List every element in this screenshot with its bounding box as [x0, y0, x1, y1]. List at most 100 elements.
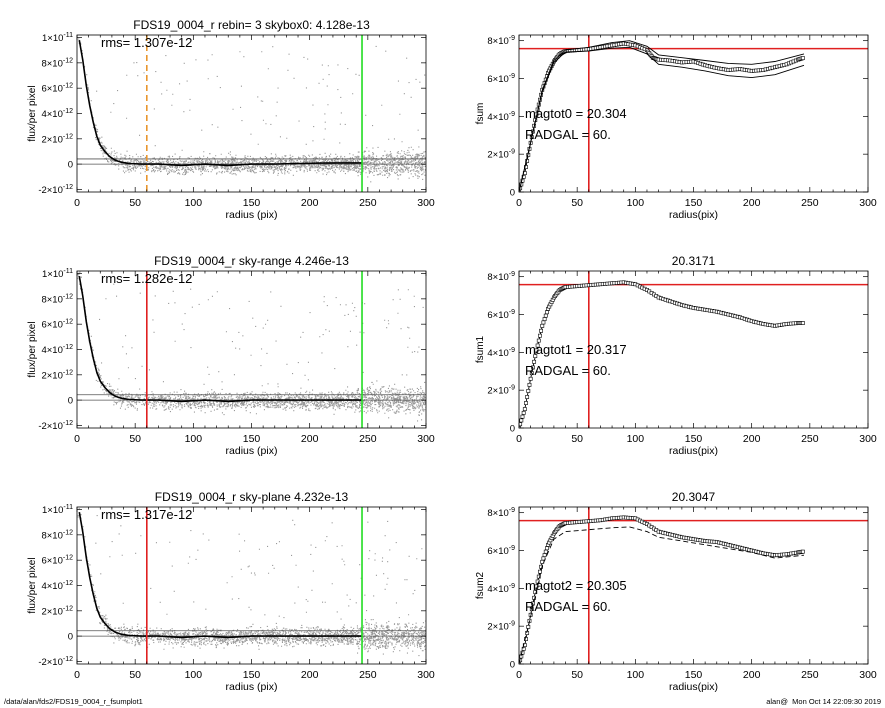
- panel-title: FDS19_0004_r sky-plane 4.232e-13: [155, 490, 349, 504]
- y-tick-label: 4×10-9: [487, 347, 515, 359]
- data-marker: [529, 607, 534, 612]
- x-tick-label: 100: [185, 197, 203, 209]
- data-marker: [521, 410, 526, 415]
- y-tick-label: 8×10-12: [41, 529, 73, 541]
- x-tick-label: 100: [185, 433, 203, 445]
- panel-2: magtot0 = 20.304 RADGAL = 60. 0 50 100 150 200…: [475, 34, 877, 221]
- panel-5: rms= 1.317e-12 0 50 100 150 200 250 300 1×10-11 8…: [27, 490, 435, 693]
- annotation-1: magtot2 = 20.305: [525, 578, 627, 593]
- y-tick-label: -2×10-12: [38, 656, 73, 668]
- data-marker: [538, 569, 542, 574]
- y-tick-label: 2×10-9: [487, 385, 515, 397]
- footer-timestamp: alan@ Mon Oct 14 22:09:30 2019: [766, 697, 881, 706]
- x-tick-label: 250: [359, 197, 377, 209]
- x-tick-label: 0: [516, 669, 522, 681]
- profile-line: [78, 511, 362, 639]
- rms-annotation: rms= 1.317e-12: [101, 507, 192, 522]
- data-marker: [535, 343, 540, 348]
- x-axis-label: radius (pix): [226, 209, 278, 221]
- y-tick-label: 0: [510, 188, 515, 199]
- x-tick-label: 250: [359, 669, 377, 681]
- x-tick-label: 250: [801, 669, 819, 681]
- x-tick-label: 250: [359, 433, 377, 445]
- data-marker: [545, 310, 549, 315]
- data-marker: [534, 584, 539, 589]
- x-tick-label: 150: [243, 197, 261, 209]
- panel-title: FDS19_0004_r rebin= 3 skybox0: 4.128e-13: [133, 18, 370, 32]
- data-marker: [800, 56, 805, 60]
- y-tick-label: 8×10-12: [41, 293, 73, 305]
- data-marker: [533, 590, 538, 595]
- x-tick-label: 100: [185, 669, 203, 681]
- data-marker: [527, 382, 532, 387]
- y-tick-label: 6×10-12: [41, 319, 73, 331]
- data-marker: [543, 313, 548, 318]
- series-line-3: [519, 46, 805, 192]
- x-axis-label: radius(pix): [669, 445, 718, 457]
- x-tick-label: 100: [627, 669, 645, 681]
- panel-1: rms= 1.307e-12 0 50 100 150 200 250 300 1×10-11 8…: [27, 18, 435, 221]
- x-tick-label: 200: [743, 669, 761, 681]
- x-tick-label: 50: [571, 197, 583, 209]
- x-tick-label: 200: [301, 433, 319, 445]
- data-marker: [533, 354, 538, 359]
- data-marker: [536, 338, 541, 343]
- y-tick-label: 4×10-12: [41, 580, 73, 592]
- x-tick-label: 300: [859, 433, 877, 445]
- x-tick-label: 300: [859, 197, 877, 209]
- x-tick-label: 50: [129, 669, 141, 681]
- y-tick-label: -2×10-12: [38, 420, 73, 432]
- x-tick-label: 300: [417, 197, 435, 209]
- y-tick-label: 4×10-9: [487, 111, 515, 123]
- x-tick-label: 100: [627, 197, 645, 209]
- plot-area: [77, 271, 426, 428]
- data-marker: [538, 333, 542, 338]
- panel-6: magtot2 = 20.305 RADGAL = 60. 0 50 100 150 200…: [475, 490, 877, 693]
- y-tick-label: 1×10-11: [42, 268, 73, 280]
- data-marker: [540, 323, 545, 328]
- x-tick-label: 150: [685, 433, 703, 445]
- scatter-cloud: [77, 508, 426, 657]
- x-tick-label: 200: [301, 197, 319, 209]
- data-marker: [535, 579, 540, 584]
- y-tick-label: 8×10-9: [487, 271, 515, 283]
- y-tick-label: 8×10-9: [487, 35, 515, 47]
- y-tick-label: 0: [510, 424, 515, 435]
- panel-3: rms= 1.282e-12 0 50 100 150 200 250 300 1×10-11 8…: [27, 254, 435, 457]
- scatter-cloud: [77, 271, 426, 422]
- annotation-1: magtot1 = 20.317: [525, 342, 627, 357]
- panel-title: 20.3171: [672, 254, 716, 268]
- y-tick-label: 4×10-9: [487, 583, 515, 595]
- y-tick-label: 0: [68, 160, 73, 171]
- x-tick-label: 200: [743, 197, 761, 209]
- footer-path: /data/alan/fds2/FDS19_0004_r_fsumplot1: [4, 697, 143, 706]
- data-marker: [526, 389, 531, 393]
- profile-line: [78, 39, 362, 167]
- data-marker: [543, 549, 548, 554]
- x-tick-label: 50: [571, 669, 583, 681]
- x-tick-label: 100: [627, 433, 645, 445]
- x-tick-label: 250: [801, 433, 819, 445]
- x-tick-label: 150: [243, 433, 261, 445]
- data-marker: [531, 365, 535, 370]
- y-tick-label: 4×10-12: [41, 344, 73, 356]
- plot-area: [77, 507, 426, 664]
- x-tick-label: 0: [74, 197, 80, 209]
- panel-4: magtot1 = 20.317 RADGAL = 60. 0 50 100 150 200…: [475, 254, 877, 457]
- profile-line: [78, 275, 362, 403]
- data-marker: [519, 418, 524, 423]
- data-marker: [800, 321, 805, 325]
- data-marker: [529, 371, 534, 376]
- y-axis-label: fsum: [475, 103, 486, 125]
- data-marker: [521, 646, 526, 651]
- data-marker: [540, 559, 545, 564]
- x-axis-label: radius (pix): [226, 445, 278, 457]
- y-tick-label: 4×10-12: [41, 108, 73, 120]
- x-tick-label: 50: [129, 197, 141, 209]
- data-marker: [545, 546, 549, 551]
- plot-area: [519, 271, 868, 428]
- y-tick-label: 2×10-9: [487, 149, 515, 161]
- data-marker: [526, 625, 531, 629]
- y-axis-label: flux/per pixel: [27, 85, 38, 141]
- axes-frame: [76, 270, 427, 429]
